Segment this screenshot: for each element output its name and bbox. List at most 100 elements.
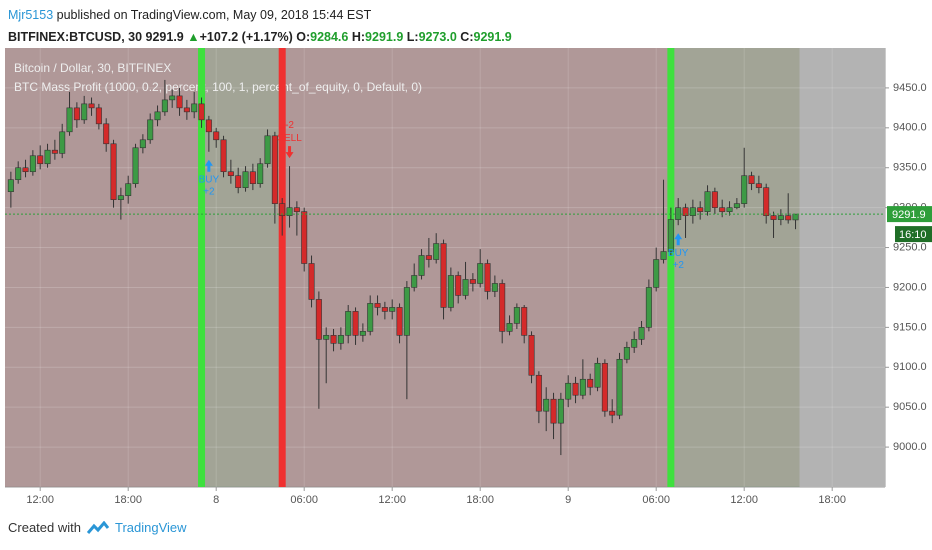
candle-body (396, 307, 403, 336)
candle-body (601, 362, 608, 412)
created: Created with (8, 520, 81, 535)
candle-body (271, 135, 278, 204)
candle-body (719, 207, 726, 212)
candle-body (587, 378, 594, 388)
region (670, 48, 800, 487)
x-tick-label: 18:00 (114, 494, 142, 506)
open: 9284.6 (310, 30, 349, 44)
candle-body (88, 103, 95, 109)
y-tick-label: 9200.0 (893, 281, 927, 293)
h-label: H: (351, 30, 366, 44)
candle-body (51, 149, 58, 154)
region (201, 48, 283, 487)
candle-body (689, 207, 696, 216)
last: 9291.9 (145, 30, 184, 44)
candle-body (183, 107, 190, 113)
candle-body (359, 331, 366, 336)
candle-body (609, 410, 616, 416)
y-tick-label: 9000.0 (893, 441, 927, 453)
candle-body (227, 171, 234, 177)
candle-body (484, 263, 491, 292)
last-price-box (887, 206, 932, 223)
candle-body (528, 335, 535, 376)
candle-body (623, 347, 630, 360)
candle-body (73, 107, 80, 121)
last-price-label: 9291.9 (892, 209, 926, 221)
low: 9273.0 (418, 30, 457, 44)
candle-body (447, 275, 454, 308)
published: published on TradingView.com, May 09, 20… (56, 8, 372, 22)
candle-body (733, 203, 740, 208)
y-tick-label: 9050.0 (893, 401, 927, 413)
x-tick-label: 12:00 (730, 494, 758, 506)
o-label: O: (296, 30, 311, 44)
candle-body (704, 191, 711, 212)
candle-body (110, 143, 117, 200)
candle-body (711, 191, 718, 208)
candle-body (103, 123, 110, 145)
candle-body (198, 103, 205, 121)
candle-body (425, 255, 432, 260)
logo (86, 520, 109, 534)
candle-body (741, 175, 748, 204)
candle-body (125, 183, 132, 196)
candle-body (697, 207, 704, 212)
chart-title: Bitcoin / Dollar, 30, BITFINEX (14, 61, 171, 75)
x-axis-bg (5, 487, 932, 511)
signal-bar (278, 48, 286, 487)
candle-body (154, 111, 161, 121)
y-tick-label: 9400.0 (893, 122, 927, 134)
y-tick-label: 9250.0 (893, 241, 927, 253)
candle-body (345, 311, 352, 336)
candle-body (535, 374, 542, 412)
candle-body (403, 287, 410, 336)
candle-body (257, 163, 264, 184)
candle-body (337, 335, 344, 344)
candle-body (264, 135, 271, 165)
x-tick-label: 18:00 (818, 494, 846, 506)
candle-body (59, 131, 66, 154)
candle-body (381, 307, 388, 312)
candle-body (433, 243, 440, 260)
x-tick-label: 9 (565, 494, 571, 506)
candle-body (117, 195, 124, 200)
candle-body (66, 107, 73, 133)
brand[interactable]: TradingView (114, 520, 187, 535)
candle-body (352, 311, 359, 336)
region (799, 48, 885, 487)
candle-body (293, 207, 300, 212)
candle-body (176, 95, 183, 109)
candle-body (469, 279, 476, 284)
signal-label: BUY (199, 174, 220, 185)
chart: 9000.09050.09100.09150.09200.09250.09300… (5, 48, 932, 511)
candle-body (191, 103, 198, 113)
candle-body (557, 398, 564, 424)
x-tick-label: 8 (213, 494, 219, 506)
candle-body (169, 95, 176, 101)
candle-body (15, 167, 22, 181)
x-tick-label: 12:00 (26, 494, 54, 506)
y-tick-label: 9100.0 (893, 361, 927, 373)
candle-body (139, 139, 146, 149)
candle-body (37, 155, 44, 165)
candle-body (29, 155, 36, 173)
candle-body (513, 307, 520, 324)
signal-bar (667, 48, 675, 487)
candle-body (543, 398, 550, 412)
close: 9291.9 (473, 30, 512, 44)
arrow: ▲ (187, 30, 200, 44)
candle-body (374, 303, 381, 308)
header: Mjr5153 published on TradingView.com, Ma… (8, 4, 512, 48)
candle-body (645, 287, 652, 328)
author[interactable]: Mjr5153 (8, 8, 54, 22)
l-label: L: (406, 30, 419, 44)
candle-body (777, 215, 784, 220)
countdown: 16:10 (899, 229, 927, 241)
countdown-box (895, 226, 932, 243)
signal-label: BUY (668, 248, 689, 259)
candle-body (308, 263, 315, 300)
signal-arrow (204, 159, 213, 172)
candle-body (521, 307, 528, 336)
change: +107.2 (+1.17%) (199, 30, 293, 44)
